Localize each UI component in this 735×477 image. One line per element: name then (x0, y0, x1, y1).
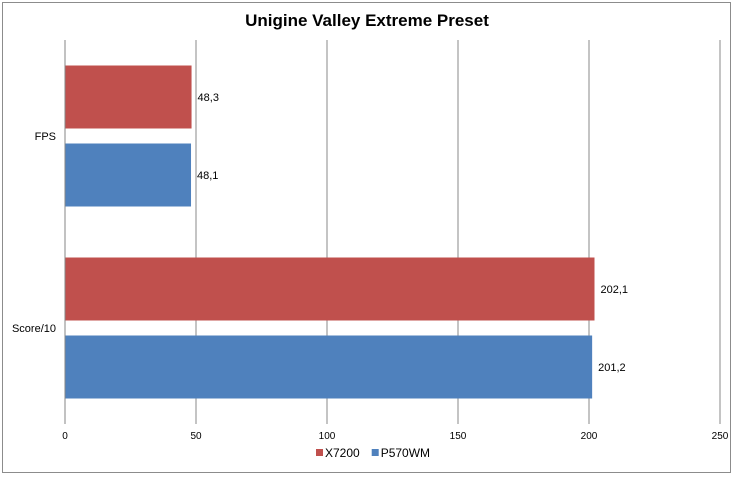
data-label: 201,2 (598, 362, 626, 374)
bar (65, 257, 595, 321)
legend-label: X7200 (325, 446, 360, 460)
x-tick-label: 200 (581, 431, 598, 442)
legend-label: P570WM (381, 446, 430, 460)
bar (65, 335, 593, 399)
axis: 0 50 100 150 200 250 FPS Score/10 (12, 40, 729, 442)
data-label: 202,1 (601, 284, 629, 296)
x-tick-label: 150 (450, 431, 467, 442)
x-tick-label: 100 (319, 431, 336, 442)
bar (65, 143, 192, 207)
legend-swatch (371, 449, 379, 456)
bar (65, 65, 192, 129)
chart-title: Unigine Valley Extreme Preset (245, 11, 489, 30)
x-tick-label: 50 (190, 431, 202, 442)
data-label: 48,3 (198, 92, 219, 104)
legend-swatch (316, 449, 323, 456)
data-label: 48,1 (197, 170, 218, 182)
category-label: FPS (35, 131, 56, 143)
x-tick-label: 0 (62, 431, 68, 442)
legend: X7200 P570WM (316, 446, 430, 460)
bars: 48,3 48,1 202,1 201,2 (65, 65, 629, 399)
x-tick-label: 250 (712, 431, 729, 442)
category-label: Score/10 (12, 323, 56, 335)
